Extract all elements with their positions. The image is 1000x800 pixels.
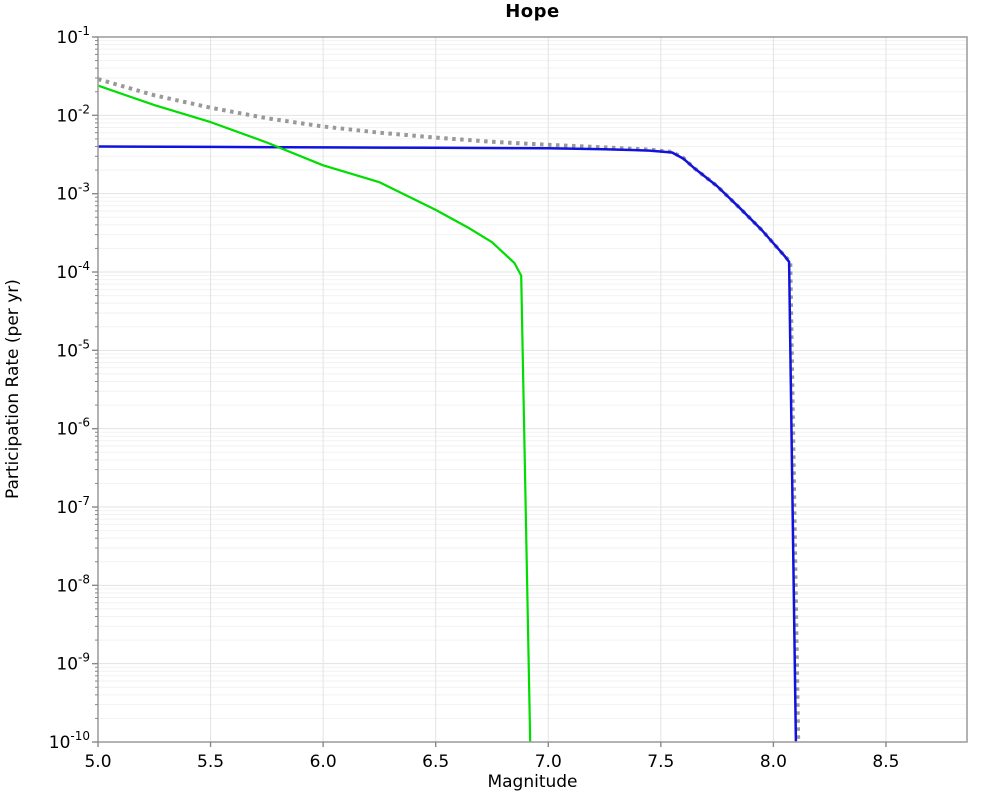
x-tick-label: 8.0: [760, 752, 787, 772]
x-tick-label: 5.5: [197, 752, 224, 772]
x-tick-label: 6.5: [422, 752, 449, 772]
y-tick-label: 10-10: [49, 729, 90, 753]
x-tick-label: 5.0: [84, 752, 111, 772]
y-tick-label: 10-6: [56, 416, 90, 440]
x-tick-label: 6.0: [310, 752, 337, 772]
x-axis-label: Magnitude: [487, 772, 578, 792]
y-tick-label: 10-1: [56, 24, 90, 48]
chart-title: Hope: [505, 1, 560, 22]
series-flat-participation-rate: [97, 145, 798, 743]
y-tick-label: 10-4: [56, 259, 90, 283]
y-axis-label: Participation Rate (per yr): [3, 279, 23, 500]
series-declining-participation-rate: [97, 84, 532, 743]
y-tick-label: 10-7: [56, 494, 90, 518]
x-tick-label: 7.0: [535, 752, 562, 772]
series-total-rate-dotted: [97, 77, 801, 743]
y-tick-label: 10-2: [56, 102, 90, 126]
y-tick-label: 10-5: [56, 337, 90, 361]
y-tick-label: 10-8: [56, 572, 90, 596]
y-tick-label: 10-3: [56, 181, 90, 205]
y-tick-label: 10-9: [56, 651, 90, 675]
x-tick-label: 8.5: [872, 752, 899, 772]
plot-border: [97, 36, 968, 743]
x-tick-label: 7.5: [647, 752, 674, 772]
